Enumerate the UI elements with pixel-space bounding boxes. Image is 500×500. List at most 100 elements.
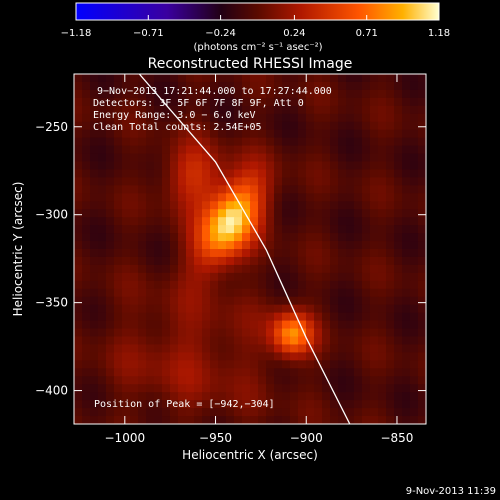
heatmap-cell — [410, 81, 419, 91]
heatmap-cell — [98, 280, 107, 290]
heatmap-cell — [202, 360, 211, 369]
heatmap-cell — [306, 280, 315, 290]
heatmap-cell — [106, 97, 115, 107]
heatmap-cell — [138, 153, 147, 163]
heatmap-cell — [346, 241, 355, 250]
heatmap-cell — [378, 296, 387, 306]
heatmap-cell — [314, 121, 323, 131]
heatmap-cell — [386, 233, 395, 242]
heatmap-cell — [202, 74, 211, 83]
heatmap-cell — [186, 89, 195, 99]
heatmap-cell — [314, 217, 323, 226]
heatmap-cell — [394, 249, 403, 258]
heatmap-cell — [258, 233, 267, 242]
heatmap-cell — [362, 384, 371, 393]
heatmap-cell — [250, 137, 259, 147]
heatmap-cell — [370, 400, 379, 409]
heatmap-cell — [322, 129, 331, 139]
heatmap-cell — [306, 256, 315, 266]
heatmap-cell — [202, 336, 211, 346]
heatmap-cell — [418, 288, 426, 298]
heatmap-cell — [418, 296, 426, 306]
heatmap-cell — [98, 97, 107, 107]
heatmap-cell — [306, 416, 315, 424]
heatmap-cell — [130, 272, 139, 282]
heatmap-cell — [234, 217, 243, 226]
heatmap-cell — [346, 352, 355, 361]
heatmap-cell — [194, 129, 203, 139]
heatmap-cell — [90, 384, 99, 393]
heatmap-cell — [194, 400, 203, 409]
heatmap-cell — [146, 201, 155, 210]
heatmap-cell — [306, 153, 315, 163]
heatmap-cell — [250, 74, 259, 83]
heatmap-cell — [258, 304, 267, 314]
heatmap-cell — [162, 241, 171, 250]
heatmap-cell — [402, 272, 411, 282]
heatmap-cell — [378, 280, 387, 290]
heatmap-cell — [82, 304, 91, 314]
heatmap-cell — [314, 185, 323, 194]
heatmap-cell — [154, 408, 163, 417]
heatmap-cell — [394, 113, 403, 123]
heatmap-cell — [234, 328, 243, 338]
heatmap-cell — [298, 328, 307, 338]
heatmap-cell — [218, 360, 227, 369]
heatmap-cell — [178, 241, 187, 250]
heatmap-cell — [410, 320, 419, 330]
heatmap-cell — [338, 400, 347, 409]
heatmap-cell — [130, 74, 139, 83]
heatmap-cell — [370, 408, 379, 417]
heatmap-cell — [186, 304, 195, 314]
heatmap-cell — [130, 145, 139, 155]
heatmap-cell — [98, 153, 107, 163]
heatmap-cell — [418, 360, 426, 369]
heatmap-cell — [162, 201, 171, 210]
heatmap-cell — [298, 249, 307, 258]
heatmap-cell — [322, 392, 331, 401]
heatmap-cell — [258, 185, 267, 194]
heatmap-cell — [242, 328, 251, 338]
y-tick-label: −350 — [35, 296, 68, 310]
heatmap-cell — [394, 408, 403, 417]
heatmap-cell — [386, 89, 395, 99]
heatmap-cell — [178, 408, 187, 417]
heatmap-cell — [202, 368, 211, 377]
heatmap-cell — [378, 113, 387, 123]
heatmap-cell — [194, 360, 203, 369]
heatmap-cell — [98, 344, 107, 353]
heatmap-cell — [194, 74, 203, 83]
heatmap-cell — [242, 336, 251, 346]
heatmap-cell — [330, 256, 339, 266]
heatmap-cell — [410, 416, 419, 424]
heatmap-cell — [410, 233, 419, 242]
heatmap-cell — [258, 264, 267, 274]
heatmap-cell — [378, 376, 387, 385]
heatmap-cell — [122, 201, 131, 210]
heatmap-cell — [250, 209, 259, 218]
heatmap-cell — [354, 344, 363, 353]
heatmap-cell — [218, 288, 227, 298]
heatmap-cell — [170, 81, 179, 91]
heatmap-cell — [378, 137, 387, 147]
heatmap-cell — [258, 177, 267, 186]
heatmap-cell — [378, 320, 387, 330]
heatmap-cell — [90, 74, 99, 83]
heatmap-cell — [418, 280, 426, 290]
heatmap-cell — [226, 89, 235, 99]
heatmap-cell — [90, 312, 99, 322]
heatmap-cell — [386, 241, 395, 250]
heatmap-cell — [298, 376, 307, 385]
heatmap-cell — [106, 360, 115, 369]
heatmap-cell — [378, 352, 387, 361]
heatmap-cell — [210, 360, 219, 369]
heatmap-cell — [90, 352, 99, 361]
heatmap-cell — [154, 145, 163, 155]
heatmap-cell — [330, 288, 339, 298]
heatmap-cell — [266, 225, 275, 234]
heatmap-cell — [250, 360, 259, 369]
heatmap-cell — [282, 416, 291, 424]
heatmap-cell — [138, 336, 147, 346]
heatmap-cell — [74, 400, 83, 409]
heatmap-cell — [154, 368, 163, 377]
